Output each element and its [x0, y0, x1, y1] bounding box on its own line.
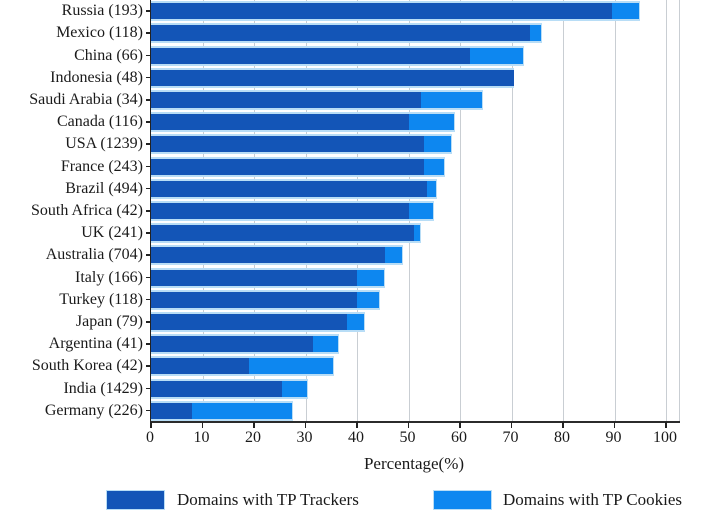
trackers-bar	[151, 225, 414, 242]
category-label: Mexico (118)	[56, 24, 143, 42]
y-tick-mark	[146, 165, 150, 168]
x-tick-mark	[665, 422, 667, 428]
y-tick-mark	[146, 210, 150, 212]
x-tick-label: 0	[146, 429, 154, 446]
trackers-bar	[151, 203, 409, 219]
category-label: India (1429)	[63, 379, 143, 397]
x-tick-label: 10	[193, 429, 210, 446]
category-label: Indonesia (48)	[50, 68, 143, 86]
x-tick-mark	[150, 422, 152, 428]
category-label: USA (1239)	[65, 135, 143, 153]
x-tick-mark	[253, 422, 255, 428]
trackers-bar	[151, 3, 612, 20]
y-tick-mark	[146, 99, 150, 101]
gridline	[460, 0, 461, 421]
category-label: Argentina (41)	[48, 335, 143, 353]
x-tick-label: 60	[451, 429, 467, 446]
category-label: Turkey (118)	[59, 290, 143, 308]
y-tick-mark	[146, 365, 150, 367]
category-label: Germany (226)	[44, 401, 143, 419]
trackers-bar	[151, 47, 471, 64]
trackers-bar	[151, 314, 347, 330]
x-tick-mark	[459, 422, 461, 428]
y-tick-mark	[146, 76, 150, 79]
category-label: UK (241)	[81, 224, 143, 242]
x-tick-mark	[356, 422, 358, 428]
x-axis-title: Percentage(%)	[363, 454, 465, 473]
y-tick-mark	[146, 298, 150, 301]
y-tick-mark	[146, 387, 150, 390]
trackers-bar	[151, 69, 515, 86]
category-label: Australia (704)	[45, 246, 143, 264]
trackers-bar	[151, 402, 193, 419]
category-label: South Africa (42)	[31, 202, 143, 219]
trackers-bar	[151, 136, 424, 153]
category-label: France (243)	[60, 157, 143, 175]
legend-swatch-trackers	[106, 490, 165, 510]
trackers-bar	[151, 269, 357, 286]
trackers-bar	[151, 92, 422, 108]
y-tick-mark	[146, 143, 150, 145]
x-tick-mark	[201, 422, 203, 428]
trackers-bar	[151, 158, 424, 175]
x-tick-label: 70	[502, 429, 519, 446]
category-label: Brazil (494)	[65, 179, 143, 197]
x-tick-label: 30	[296, 429, 313, 446]
category-label: Russia (193)	[61, 2, 143, 20]
legend-label-trackers: Domains with TP Trackers	[177, 490, 359, 509]
category-label: Saudi Arabia (34)	[29, 91, 143, 108]
x-tick-mark	[613, 422, 615, 428]
x-tick-mark	[407, 422, 409, 428]
category-label: Japan (79)	[75, 313, 143, 330]
x-tick-label: 40	[348, 429, 364, 446]
gridline	[666, 0, 667, 421]
y-tick-mark	[146, 54, 150, 57]
trackers-bar	[151, 180, 427, 197]
legend-swatch-cookies	[433, 490, 492, 510]
category-label: Canada (116)	[56, 113, 143, 131]
trackers-bar	[151, 114, 409, 131]
y-tick-mark	[146, 276, 150, 279]
trackers-bar	[151, 247, 386, 264]
trackers-bar	[151, 25, 530, 42]
y-tick-mark	[146, 343, 150, 345]
y-tick-mark	[146, 10, 150, 12]
x-tick-label: 20	[245, 429, 261, 446]
x-tick-mark	[510, 422, 512, 428]
category-label: South Korea (42)	[31, 357, 143, 375]
x-tick-label: 80	[554, 429, 570, 446]
x-tick-label: 100	[653, 429, 677, 446]
trackers-bar	[151, 336, 314, 353]
gridline	[511, 0, 513, 421]
y-tick-mark	[146, 254, 150, 256]
gridline	[614, 0, 616, 421]
category-label: Italy (166)	[75, 268, 143, 286]
y-tick-mark	[146, 409, 150, 412]
x-tick-mark	[562, 422, 564, 428]
x-tick-label: 50	[399, 429, 416, 446]
x-tick-label: 90	[605, 429, 622, 446]
y-tick-mark	[146, 121, 150, 123]
y-tick-mark	[146, 187, 150, 190]
plot-area	[150, 0, 680, 423]
legend-label-cookies: Domains with TP Cookies	[503, 490, 682, 509]
gridline	[563, 0, 564, 421]
category-label: China (66)	[74, 46, 143, 64]
trackers-bar	[151, 380, 283, 397]
x-tick-mark	[304, 422, 306, 428]
trackers-bar	[151, 358, 249, 375]
trackers-bar	[151, 291, 357, 308]
y-tick-mark	[146, 321, 150, 323]
y-tick-mark	[146, 32, 150, 34]
y-tick-mark	[146, 232, 150, 234]
right-spine	[679, 0, 680, 421]
